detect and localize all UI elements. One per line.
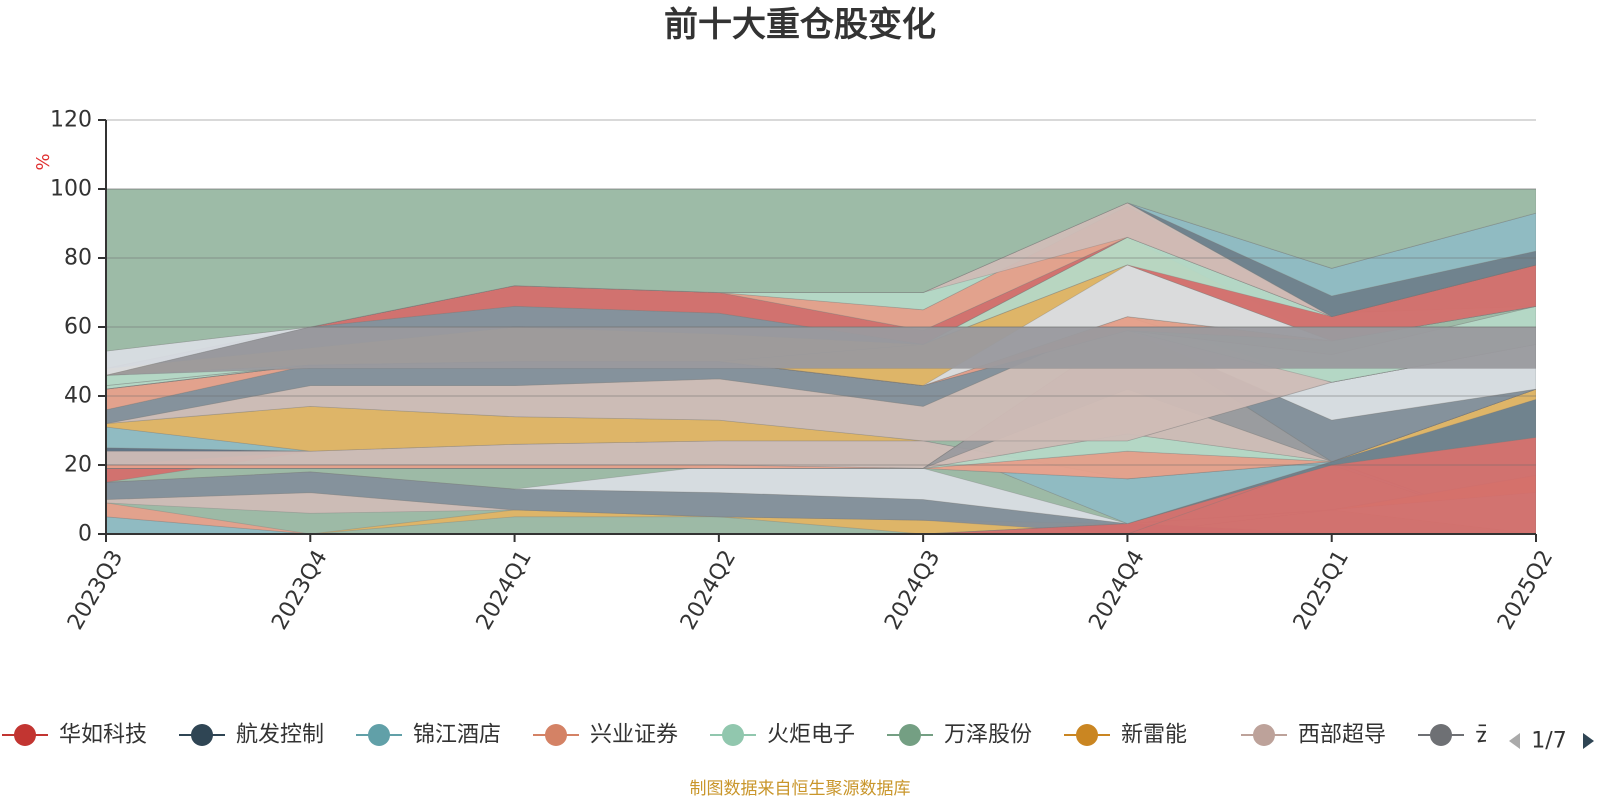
legend-item[interactable]: 西部超导 [1241,723,1386,748]
y-tick-label: 80 [64,246,92,271]
legend-circle-icon [1076,724,1098,746]
legend-item[interactable]: 云铝股份 [1418,723,1563,748]
legend-circle-icon [545,724,567,746]
legend-item[interactable]: 锦江酒店 [356,723,501,748]
x-axis-ticks: 2023Q3 2023Q4 2024Q1 2024Q2 2024Q3 2024Q4 2025… [63,534,1558,634]
legend-page-indicator: 1/7 [1531,729,1566,754]
x-tick-label: 2024Q2 [676,546,741,634]
legend-pager: 1/7 [1509,729,1594,754]
x-tick-label: 2024Q3 [880,546,945,634]
area-band-5 [106,464,1536,534]
legend-label: 华如科技 [59,723,147,748]
x-tick-label: 2024Q4 [1084,546,1149,634]
y-tick-label: 100 [50,177,92,202]
legend-item[interactable]: 兴业证券 [533,723,678,748]
legend-label: 新雷能 [1121,723,1187,748]
area-bands [106,188,1536,534]
y-tick-label: 20 [64,453,92,478]
legend-label: 火炬电子 [767,723,855,748]
source-note: 制图数据来自恒生聚源数据库 [690,779,911,799]
chart-title: 前十大重仓股变化 [664,5,936,45]
area-band-40 [106,326,1536,376]
legend-circle-icon [722,724,744,746]
legend-prev-page-icon[interactable] [1509,733,1520,749]
y-axis-unit: % [33,153,54,170]
area-band-7 [106,436,1536,534]
legend-label: 西部超导 [1298,723,1386,748]
legend-item[interactable]: 航发控制 [179,723,324,748]
gridlines [106,119,1536,466]
legend-label: 万泽股份 [944,723,1032,748]
y-tick-label: 60 [64,315,92,340]
x-tick-label: 2023Q4 [267,546,332,634]
legend-item[interactable]: 新雷能 [1064,723,1187,748]
y-tick-label: 120 [50,108,92,133]
legend-label: 兴业证券 [590,723,678,748]
x-tick-label: 2025Q2 [1493,546,1558,634]
y-axis-ticks: 0 20 40 60 80 100 120 [50,108,106,547]
area-band-19 [106,330,1536,469]
area-band-41 [106,188,1536,352]
legend-circle-icon [14,724,36,746]
x-tick-label: 2023Q3 [63,546,128,634]
legend-item[interactable]: 华如科技 [2,723,147,748]
legend-circle-icon [1430,724,1452,746]
y-tick-label: 0 [78,522,92,547]
area-band-15 [106,388,1536,469]
legend-item[interactable]: 火炬电子 [710,723,855,748]
legend-item[interactable]: 万泽股份 [887,723,1032,748]
y-tick-label: 40 [64,384,92,409]
legend-circle-icon [899,724,921,746]
legend-label: 云铝股份 [1475,723,1563,748]
x-tick-label: 2025Q1 [1289,546,1354,634]
legend-label: 锦江酒店 [413,723,501,748]
legend-circle-icon [191,724,213,746]
legend-circle-icon [368,724,390,746]
legend-circle-icon [1253,724,1275,746]
legend-label: 航发控制 [236,723,324,748]
legend: 华如科技 航发控制 锦江酒店 兴业证券 火炬电子 万泽股份 新雷能 西部超导 云铝股份 [2,723,1563,748]
legend-next-page-icon[interactable] [1583,733,1594,749]
x-tick-label: 2024Q1 [472,546,537,634]
